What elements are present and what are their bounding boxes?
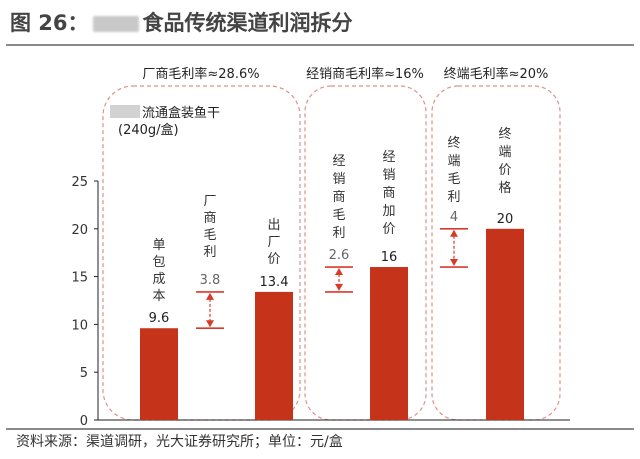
bars-layer: [140, 228, 524, 420]
bar-terminal-price-value-label: 20: [497, 212, 514, 227]
margin-terminal-category-label-char: 端: [447, 154, 460, 169]
y-tick-label: 15: [71, 271, 88, 286]
bar-factory-price-category-label: 出厂价: [267, 218, 280, 267]
figure-title-suffix: 食品传统渠道利润拆分: [142, 11, 353, 35]
group-header-terminal: 终端毛利率≈20%: [444, 66, 549, 82]
product-spec: (240g/盒): [118, 122, 179, 138]
margin-manufacturer-category-label-char: 利: [203, 245, 216, 260]
margin-distributor-category-label-char: 商: [332, 190, 345, 205]
group-header-manufacturer: 厂商毛利率≈28.6%: [142, 66, 259, 82]
margins-layer: [196, 228, 468, 330]
source-note: 资料来源：渠道调研，光大证券研究所；单位：元/盒: [16, 434, 343, 450]
redacted-brand-mask: [92, 16, 139, 32]
bar-chart: 厂商毛利率≈28.6% 经销商毛利率≈16% 终端毛利率≈20% 流通盒装鱼干 …: [71, 66, 570, 429]
bar-factory-price-category-label-char: 出: [267, 218, 280, 233]
bar-distributor-price-value-label: 16: [381, 250, 398, 265]
margin-manufacturer-bracket: [196, 291, 224, 330]
margin-manufacturer-category-label-char: 商: [203, 211, 216, 226]
margin-distributor-category-label-char: 利: [332, 226, 345, 241]
figure-title-prefix: 图 26：: [10, 11, 89, 35]
bar-unit-cost-category-label-char: 包: [152, 255, 165, 270]
bar-unit-cost: [140, 328, 178, 420]
bar-distributor-price-category-label-char: 销: [382, 168, 395, 183]
margin-manufacturer-category-label: 厂商毛利: [203, 194, 216, 260]
margin-terminal-category-label-char: 利: [447, 190, 460, 205]
bar-terminal-price-category-label-char: 价: [498, 163, 511, 178]
margin-terminal-category-label-char: 毛: [447, 172, 460, 187]
margin-terminal-arrow-up: [450, 229, 458, 237]
title-divider: [6, 44, 634, 46]
bar-distributor-price: [370, 267, 408, 420]
bar-factory-price-category-label-char: 厂: [267, 235, 280, 250]
product-name: 流通盒装鱼干: [142, 105, 220, 121]
margin-distributor-arrow-up: [335, 268, 343, 276]
bar-factory-price-category-label-char: 价: [267, 252, 280, 267]
bar-unit-cost-value-label: 9.6: [149, 311, 170, 326]
bar-terminal-price: [486, 228, 524, 420]
y-tick-label: 25: [71, 175, 88, 190]
bar-unit-cost-category-label-char: 单: [152, 238, 165, 253]
margin-distributor-category-label-char: 毛: [332, 208, 345, 223]
bar-terminal-price-category-label-char: 端: [498, 145, 511, 160]
y-tick-label: 0: [80, 414, 88, 429]
margin-manufacturer-category-label-char: 厂: [203, 194, 216, 209]
y-axis-ticks: 0 5 10 15 20 25: [71, 175, 98, 429]
bar-factory-price-value-label: 13.4: [260, 275, 289, 290]
source-divider: [6, 428, 634, 430]
bar-unit-cost-category-label-char: 成: [152, 272, 165, 287]
y-tick-label: 5: [80, 366, 88, 381]
bar-distributor-price-category-label-char: 商: [382, 186, 395, 201]
margin-terminal-category-label-char: 终: [447, 135, 460, 151]
margin-terminal-value-label: 4: [450, 210, 458, 225]
margin-distributor-bracket: [325, 266, 353, 293]
margin-distributor-arrow-down: [335, 283, 343, 291]
bar-terminal-price-category-label-char: 格: [498, 180, 511, 196]
y-tick-label: 20: [71, 223, 88, 238]
bar-distributor-price-category-label-char: 加: [382, 204, 395, 219]
bar-distributor-price-category-label-char: 经: [382, 150, 395, 165]
margin-terminal-bracket: [440, 228, 468, 268]
margin-distributor-category-label: 经销商毛利: [332, 154, 345, 241]
margin-distributor-value-label: 2.6: [329, 248, 350, 263]
bar-factory-price: [255, 291, 293, 420]
margin-manufacturer-arrow-up: [206, 292, 214, 300]
group-header-distributor: 经销商毛利率≈16%: [306, 66, 424, 82]
margin-manufacturer-arrow-down: [206, 320, 214, 328]
margin-distributor-category-label-char: 经: [332, 154, 345, 169]
group-box-manufacturer: [102, 85, 301, 421]
margin-distributor-category-label-char: 销: [332, 172, 345, 187]
bar-distributor-price-category-label-char: 价: [382, 222, 395, 237]
bar-unit-cost-category-label-char: 本: [152, 289, 165, 304]
figure-title: 图 26： 食品传统渠道利润拆分: [10, 6, 353, 40]
bar-terminal-price-category-label-char: 终: [498, 126, 511, 142]
group-box-distributor: [304, 85, 427, 421]
redacted-product-mask: [110, 105, 140, 118]
margin-manufacturer-value-label: 3.8: [200, 273, 221, 288]
margin-manufacturer-category-label-char: 毛: [203, 228, 216, 243]
margin-terminal-arrow-down: [450, 259, 458, 267]
y-tick-label: 10: [71, 318, 88, 333]
margin-terminal-category-label: 终端毛利: [447, 135, 460, 205]
